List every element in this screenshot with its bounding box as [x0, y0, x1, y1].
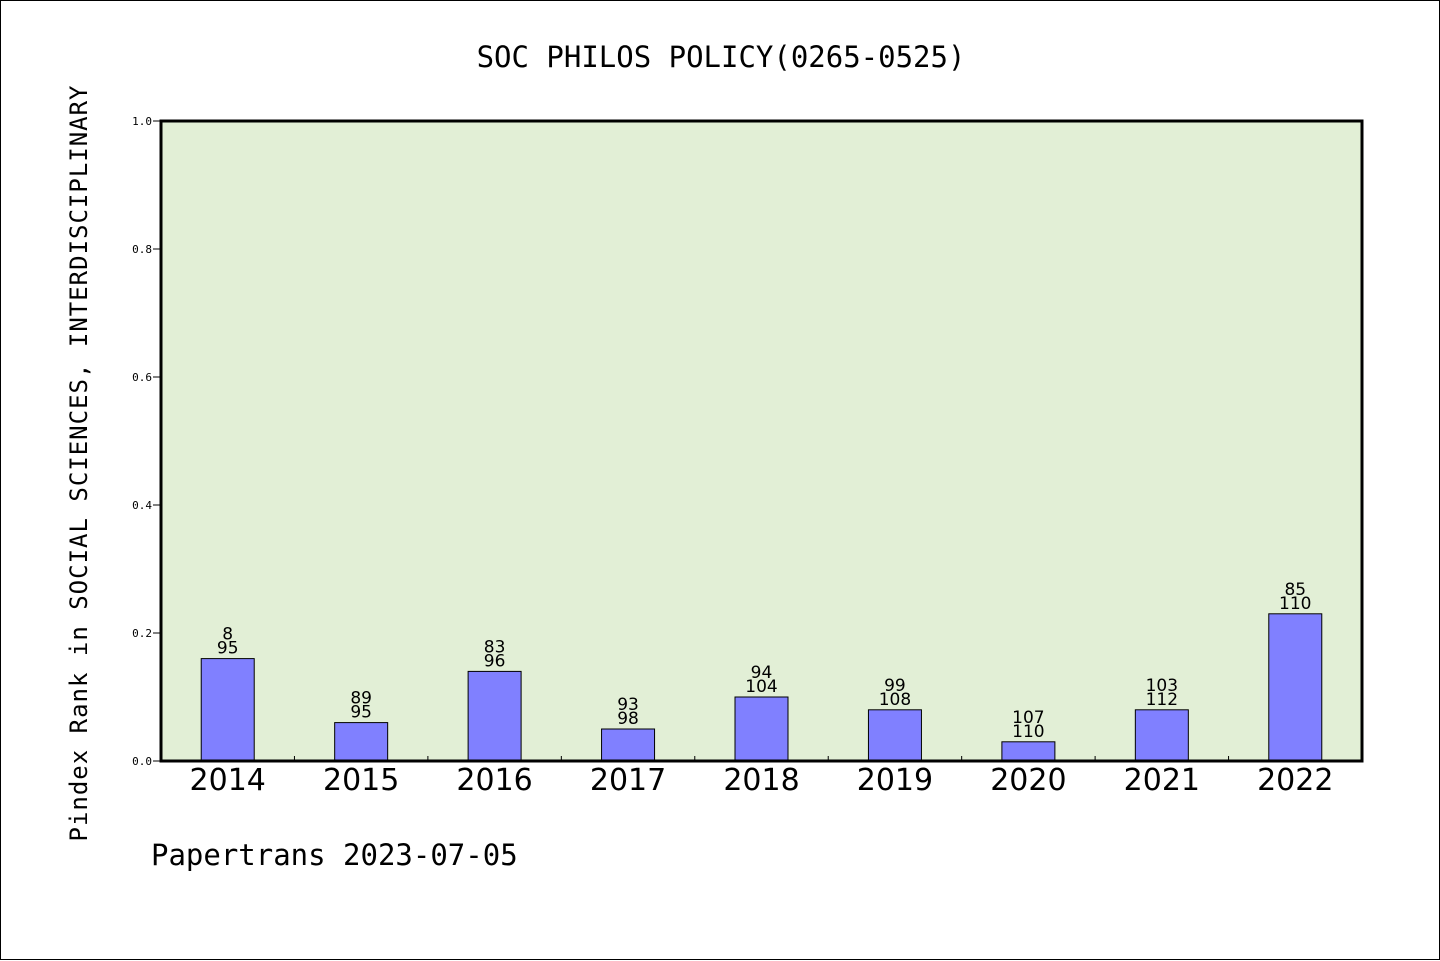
bar	[334, 722, 389, 762]
bar-rank-label: 103	[1146, 676, 1178, 696]
bar-total-label: 110	[1012, 722, 1044, 742]
x-tick-label: 2020	[990, 763, 1066, 798]
bar-total-label: 108	[879, 690, 911, 710]
bar-rank-label: 85	[1284, 580, 1306, 600]
bar-total-label: 110	[1279, 594, 1311, 614]
bar-total-label: 95	[217, 639, 239, 659]
x-tick-label: 2022	[1257, 763, 1333, 798]
y-tick-label: 0.2	[132, 627, 152, 640]
plot-border	[159, 119, 1364, 763]
bar	[1134, 709, 1189, 762]
x-tick-label: 2017	[590, 763, 666, 798]
bar-total-label: 98	[617, 709, 639, 729]
x-tick-label: 2019	[857, 763, 933, 798]
bar-rank-label: 8	[222, 625, 233, 645]
bar	[734, 696, 789, 762]
chart-title: SOC PHILOS POLICY(0265-0525)	[477, 40, 966, 74]
y-tick-label: 0.6	[132, 371, 152, 384]
y-tick-label: 0.4	[132, 499, 152, 512]
bar-rank-label: 83	[484, 637, 506, 657]
bar-rank-label: 107	[1012, 708, 1044, 728]
x-tick-label: 2018	[723, 763, 799, 798]
y-axis-ticks: 0.0 0.2 0.4 0.6 0.8 1.0	[132, 115, 161, 768]
x-axis-ticks: 2014 2015 2016 2017 2018 2019 2020 2021 2022	[190, 756, 1333, 798]
footer-credit: Papertrans 2023-07-05	[151, 838, 518, 872]
y-tick-label: 1.0	[132, 115, 152, 128]
bar	[601, 728, 656, 762]
x-tick-label: 2015	[323, 763, 399, 798]
bar	[1268, 613, 1323, 762]
bar-total-label: 96	[484, 651, 506, 671]
bar	[467, 670, 522, 762]
plot-area	[161, 121, 1362, 761]
bar-total-label: 104	[745, 677, 777, 697]
bar	[1001, 741, 1056, 762]
bar	[200, 658, 255, 762]
bar-rank-label: 89	[350, 689, 372, 709]
bar	[867, 709, 922, 762]
bar-total-label: 95	[350, 703, 372, 723]
bar-rank-label: 99	[884, 676, 906, 696]
y-tick-label: 0.0	[132, 755, 152, 768]
y-axis-label: Pindex Rank in SOCIAL SCIENCES, INTERDIS…	[65, 84, 93, 841]
bar-rank-label: 93	[617, 695, 639, 715]
y-tick-label: 0.8	[132, 243, 152, 256]
bar-total-label: 112	[1146, 690, 1178, 710]
bar-rank-label: 94	[751, 663, 773, 683]
x-tick-label: 2014	[190, 763, 266, 798]
x-tick-label: 2021	[1124, 763, 1200, 798]
x-tick-label: 2016	[456, 763, 532, 798]
